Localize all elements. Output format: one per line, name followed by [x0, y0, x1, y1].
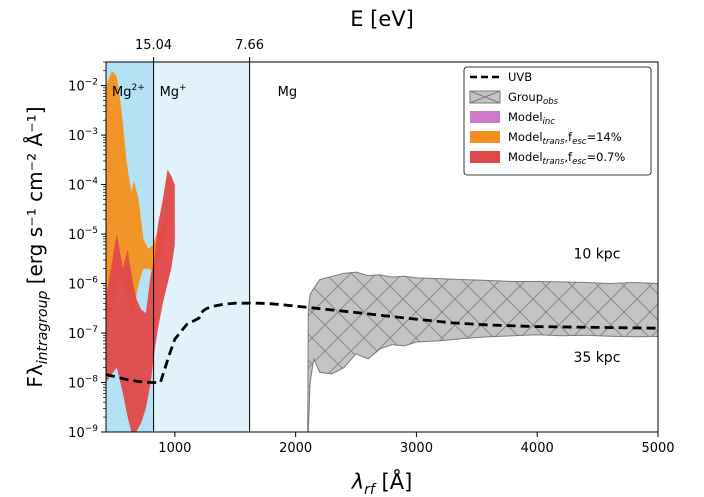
- y-tick-label--4: 10−4: [68, 177, 98, 194]
- legend-label-model_trans_07: Modeltrans,fesc=0.7%: [508, 150, 625, 167]
- y-tick-label--6: 10−6: [68, 276, 98, 293]
- x-tick-label-1000: 1000: [158, 441, 191, 456]
- x-axis: 1000 2000 3000 4000 5000: [158, 432, 675, 456]
- annotations: 10 kpc 35 kpc: [573, 247, 620, 366]
- top-tick-label-15-04: 15.04: [135, 38, 172, 53]
- y-tick-label--5: 10−5: [68, 226, 98, 243]
- x-tick-label-2000: 2000: [279, 441, 312, 456]
- x-axis-title-main: λ: [351, 470, 364, 494]
- band-group-obs: [307, 271, 658, 432]
- x-axis-title-unit: [Å]: [375, 468, 412, 494]
- line-uvb: [106, 301, 658, 384]
- top-axis-title: E [eV]: [350, 7, 414, 31]
- edge-lines: [153, 62, 251, 432]
- legend-swatch-model_trans_07: [470, 151, 500, 163]
- y-tick-label--3: 10−3: [68, 127, 98, 144]
- y-axis-title-main: Fλ: [23, 364, 47, 388]
- legend-swatch-model_trans_14: [470, 131, 500, 143]
- plot-frame: [105, 61, 659, 433]
- y-tick-label--2: 10−2: [68, 78, 98, 95]
- x-axis-title-sub: rf: [364, 482, 377, 497]
- region-label-mg: Mg+: [160, 83, 187, 100]
- y-tick-label--9: 10−9: [68, 424, 98, 441]
- annotation-10-kpc: 10 kpc: [573, 247, 620, 263]
- region-label-mg2: Mg2+: [112, 83, 145, 100]
- top-axis: 15.04 7.66: [135, 38, 264, 62]
- legend-box: [463, 66, 652, 176]
- y-axis-title-unit: [erg s⁻¹ cm⁻² Å⁻¹]: [23, 106, 47, 290]
- y-tick-label--7: 10−7: [68, 325, 98, 342]
- series-lines: [106, 301, 658, 384]
- series-bands: [106, 70, 658, 432]
- legend: UVB Groupobs Modelinc Modeltrans,fesc=14% Mo…: [463, 66, 652, 176]
- legend-label-model_inc: Modelinc: [508, 110, 555, 127]
- band-model-trans-f-esc-0-7: [106, 169, 175, 432]
- region-labels: Mg2+ Mg+ Mg: [112, 83, 297, 100]
- legend-swatch-hatch-group_obs: [469, 90, 501, 104]
- y-axis-title-sub: intragroup: [35, 291, 51, 365]
- y-tick-label--8: 10−8: [68, 375, 98, 392]
- y-axis-title: Fλintragroup [erg s⁻¹ cm⁻² Å⁻¹]: [23, 106, 51, 387]
- legend-swatch-model_inc: [470, 111, 500, 123]
- legend-label-uvb: UVB: [508, 70, 532, 84]
- legend-label-group_obs: Groupobs: [508, 90, 559, 107]
- x-tick-label-4000: 4000: [521, 441, 554, 456]
- legend-label-model_trans_14: Modeltrans,fesc=14%: [508, 130, 622, 147]
- annotation-35-kpc: 35 kpc: [573, 350, 620, 366]
- x-axis-title: λrf [Å]: [351, 468, 413, 497]
- region-label-mg: Mg: [278, 85, 297, 100]
- region-shading: [106, 62, 658, 432]
- y-axis: 10−9 10−8 10−7 10−6 10−5 10−4 10−3 10−2: [68, 61, 106, 441]
- x-tick-label-3000: 3000: [400, 441, 433, 456]
- top-tick-label-7-66: 7.66: [235, 38, 264, 53]
- x-tick-label-5000: 5000: [641, 441, 674, 456]
